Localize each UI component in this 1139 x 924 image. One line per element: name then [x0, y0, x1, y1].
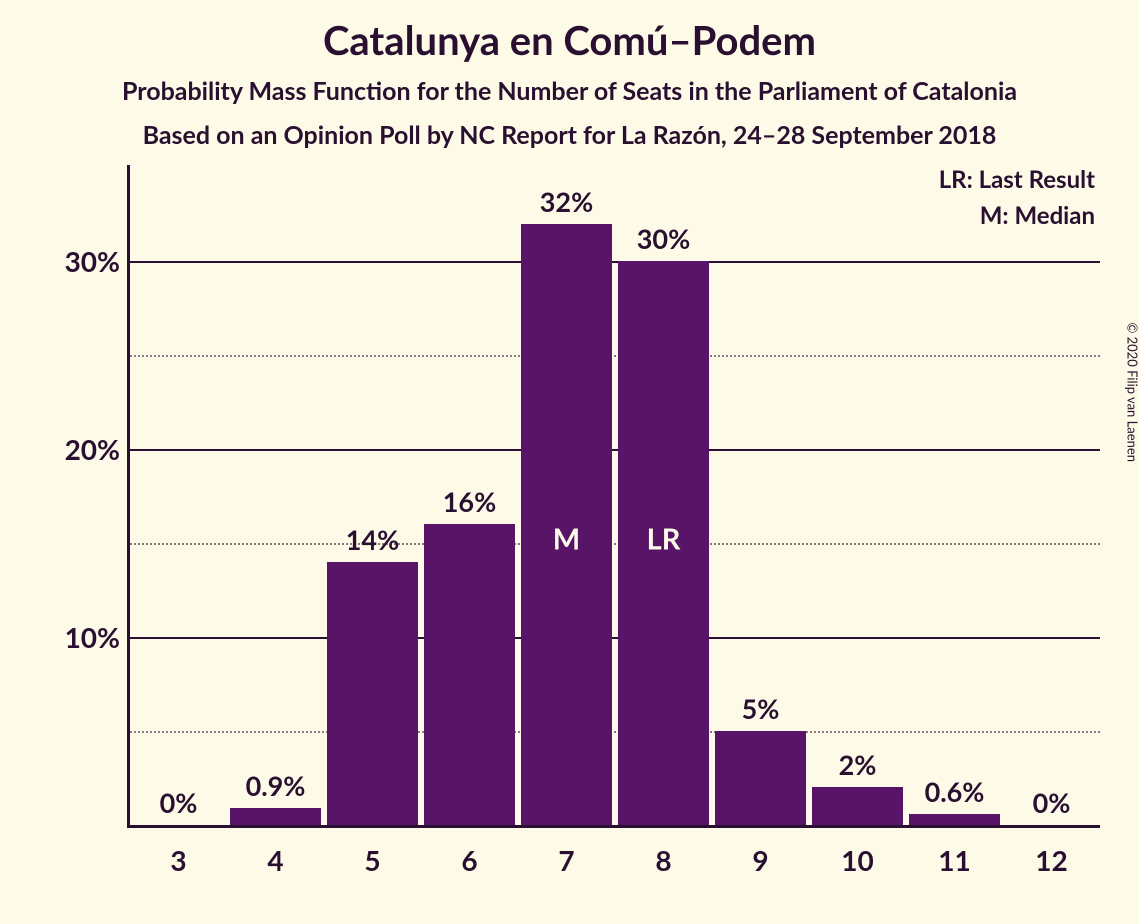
bar-value-label: 0% [1033, 786, 1071, 819]
x-axis-label: 9 [752, 843, 768, 877]
gridline-minor [130, 355, 1100, 357]
bar-value-label: 16% [443, 485, 496, 518]
bar-value-label: 30% [637, 222, 690, 255]
bar-value-label: 32% [540, 185, 593, 218]
x-axis-label: 3 [170, 843, 186, 877]
x-axis-label: 12 [1035, 843, 1067, 877]
x-axis-label: 7 [558, 843, 574, 877]
gridline-major [130, 637, 1100, 639]
y-axis-label: 10% [50, 620, 120, 654]
x-axis-label: 5 [364, 843, 380, 877]
bar-value-label: 5% [742, 692, 780, 725]
x-axis-label: 11 [938, 843, 970, 877]
bar-value-label: 2% [839, 748, 877, 781]
chart-title: Catalunya en Comú–Podem [0, 16, 1139, 64]
bar [909, 814, 1000, 825]
bar-value-label: 0.9% [246, 769, 306, 802]
gridline-major [130, 261, 1100, 263]
bar [327, 562, 418, 825]
bar [812, 787, 903, 825]
x-axis-label: 10 [841, 843, 873, 877]
bar [424, 524, 515, 825]
y-axis-label: 20% [50, 432, 120, 466]
gridline-minor [130, 543, 1100, 545]
chart-subtitle-1: Probability Mass Function for the Number… [0, 76, 1139, 106]
legend-lr: LR: Last Result [939, 165, 1095, 194]
y-axis [127, 165, 130, 825]
bar-value-label: 14% [346, 523, 399, 556]
copyright-label: © 2020 Filip van Laenen [1125, 322, 1139, 462]
gridline-major [130, 449, 1100, 451]
bar [230, 808, 321, 825]
bar [715, 731, 806, 825]
plot-area: 10%20%30%0%30.9%414%516%632%7M30%8LR5%92… [130, 205, 1100, 825]
bar-value-label: 0% [160, 786, 198, 819]
chart-subtitle-2: Based on an Opinion Poll by NC Report fo… [0, 120, 1139, 150]
x-axis [127, 825, 1100, 828]
bar-marker: M [553, 522, 580, 557]
x-axis-label: 8 [655, 843, 671, 877]
y-axis-label: 30% [50, 244, 120, 278]
bar-value-label: 0.6% [925, 775, 985, 808]
chart-container: Catalunya en Comú–Podem Probability Mass… [0, 0, 1139, 924]
gridline-minor [130, 731, 1100, 733]
x-axis-label: 4 [267, 843, 283, 877]
x-axis-label: 6 [461, 843, 477, 877]
bar-marker: LR [647, 522, 681, 557]
